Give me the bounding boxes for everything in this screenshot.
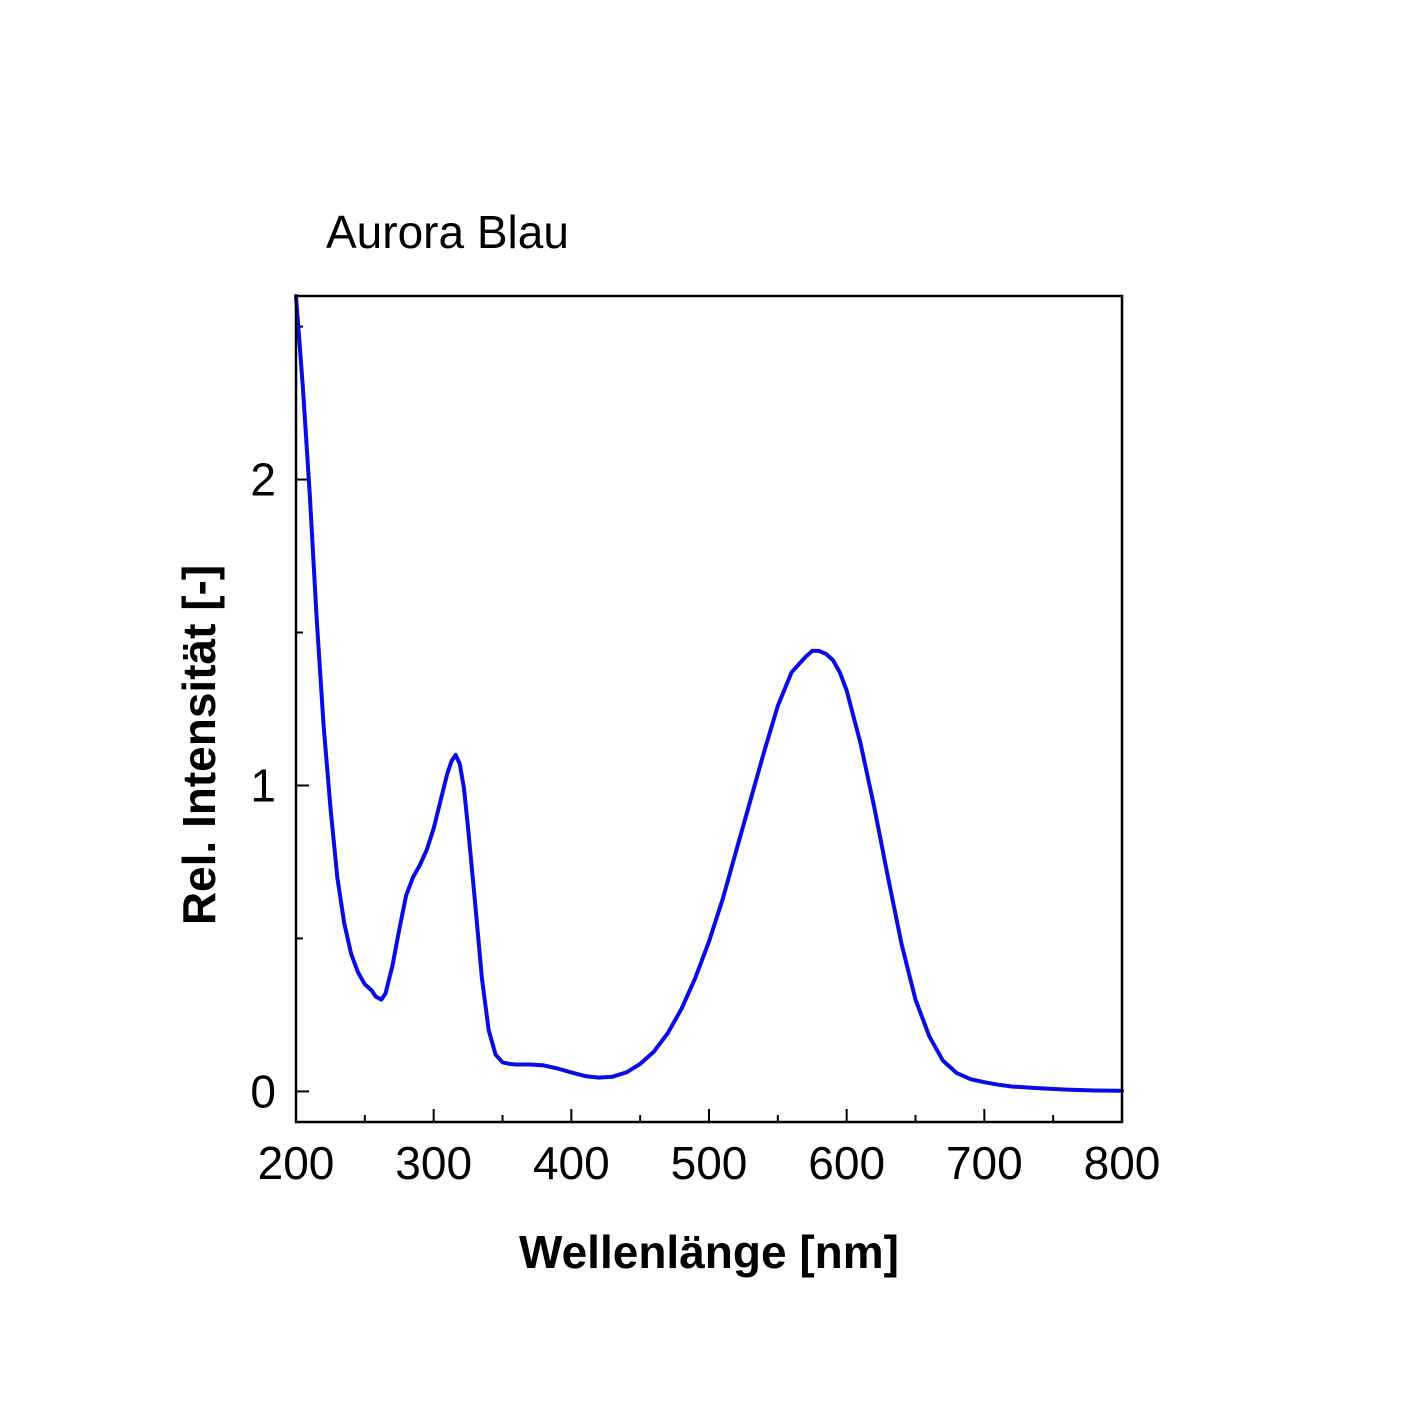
y-tick-label: 2: [250, 454, 276, 506]
tick-marks: [295, 325, 1123, 1122]
x-tick-label: 400: [533, 1137, 610, 1189]
series-line: [294, 294, 1124, 1093]
x-tick-label: 800: [1084, 1137, 1161, 1189]
x-tick-label: 300: [395, 1137, 472, 1189]
y-tick-label: 1: [250, 759, 276, 811]
y-axis-label: Rel. Intensität [-]: [173, 565, 225, 925]
x-tick-label: 200: [258, 1137, 335, 1189]
x-tick-label: 600: [808, 1137, 885, 1189]
x-axis-label: Wellenlänge [nm]: [519, 1226, 899, 1278]
x-tick-label: 700: [946, 1137, 1023, 1189]
y-tick-label: 0: [250, 1065, 276, 1117]
plot-frame: [294, 294, 1124, 1124]
x-tick-label: 500: [671, 1137, 748, 1189]
tick-labels: 200 300 400 500 600 700 800 0 1 2: [250, 454, 1160, 1189]
chart-title: Aurora Blau: [326, 206, 569, 258]
